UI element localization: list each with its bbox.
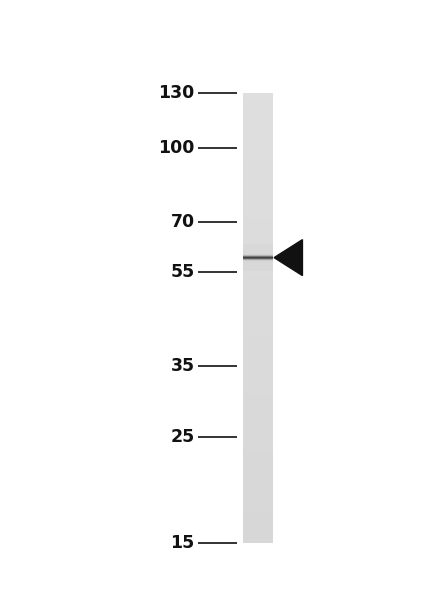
- Text: 130: 130: [158, 84, 195, 102]
- Polygon shape: [274, 239, 302, 275]
- Text: 55: 55: [170, 263, 195, 281]
- Text: 35: 35: [170, 358, 195, 376]
- Text: 25: 25: [170, 428, 195, 446]
- Text: 15: 15: [170, 534, 195, 552]
- Text: 100: 100: [158, 139, 195, 157]
- Text: 70: 70: [170, 213, 195, 231]
